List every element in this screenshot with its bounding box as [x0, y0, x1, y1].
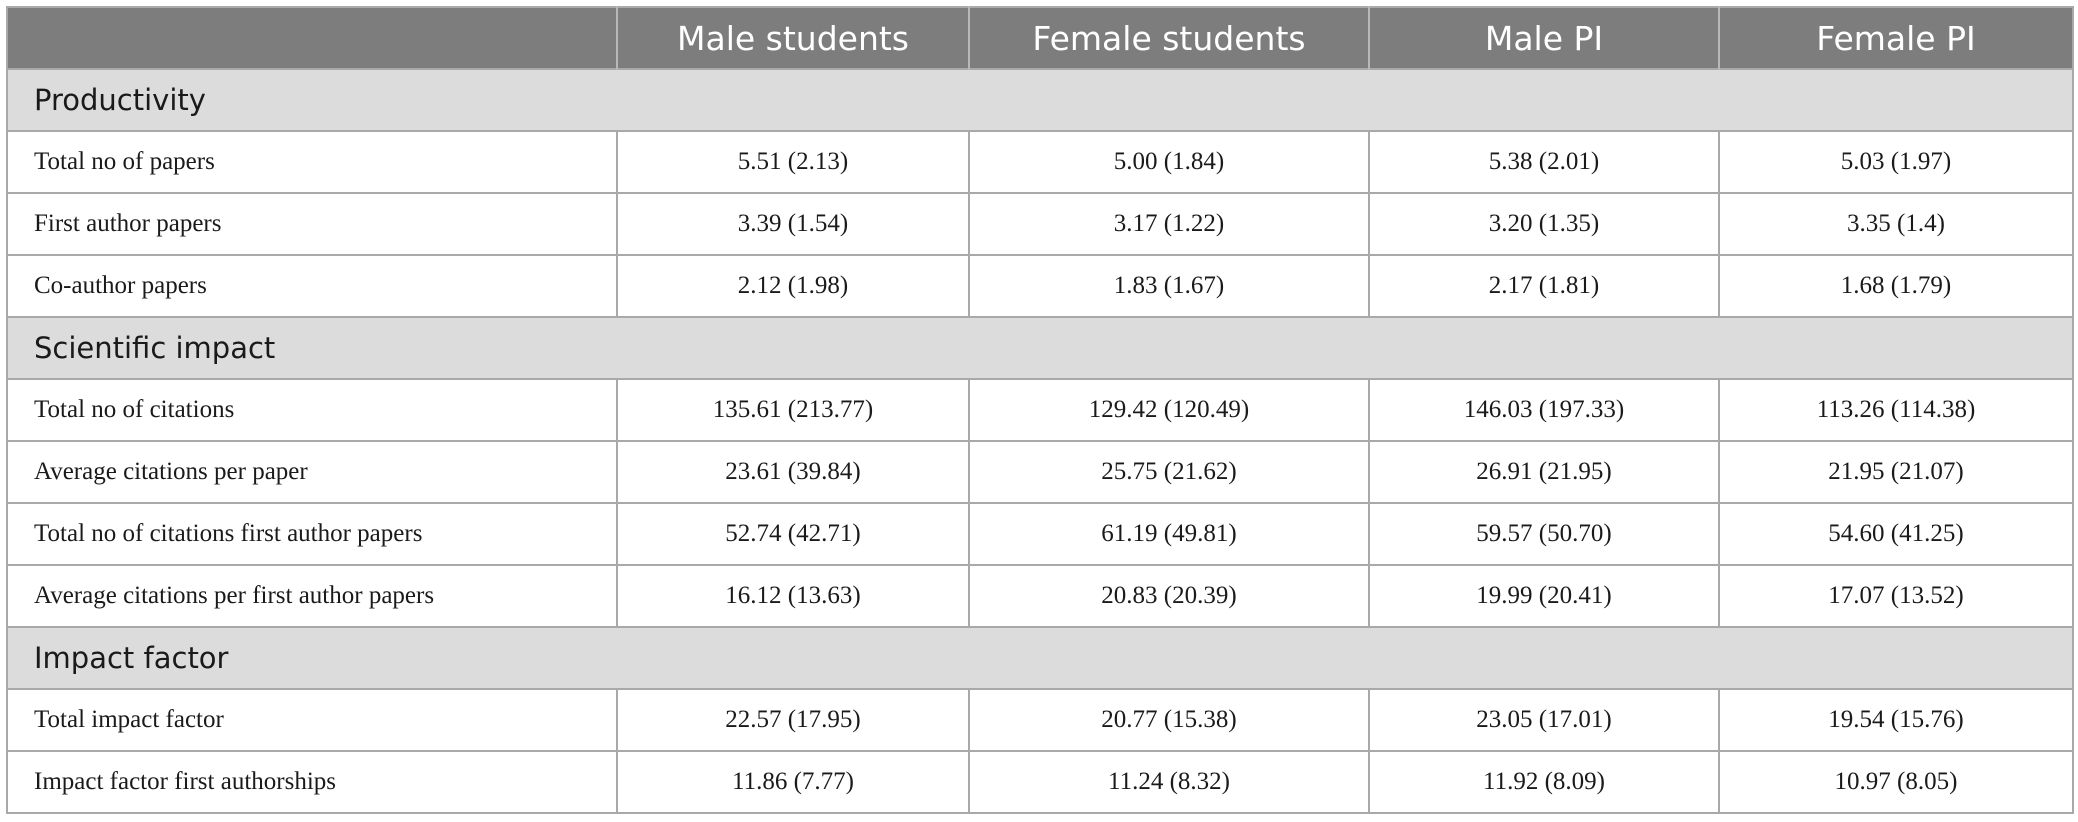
- table-cell: 20.83 (20.39): [968, 564, 1370, 628]
- table-cell: 5.38 (2.01): [1368, 130, 1720, 194]
- table-cell: 11.24 (8.32): [968, 750, 1370, 814]
- row-label: Total no of papers: [6, 130, 618, 194]
- table-cell: 1.83 (1.67): [968, 254, 1370, 318]
- section-row-scientific-impact: Scientific impact: [7, 316, 2073, 380]
- table-cell: 5.51 (2.13): [616, 130, 970, 194]
- section-row-impact-factor: Impact factor: [7, 626, 2073, 690]
- table-cell: 61.19 (49.81): [968, 502, 1370, 566]
- table-cell: 2.12 (1.98): [616, 254, 970, 318]
- header-blank-cell: [7, 7, 618, 69]
- table-cell: 59.57 (50.70): [1368, 502, 1720, 566]
- table-cell: 146.03 (197.33): [1368, 378, 1720, 442]
- header-row: Male students Female students Male PI Fe…: [7, 7, 2073, 69]
- table-cell: 5.00 (1.84): [968, 130, 1370, 194]
- table-cell: 54.60 (41.25): [1718, 502, 2074, 566]
- row-label: Impact factor first authorships: [6, 750, 618, 814]
- table-cell: 20.77 (15.38): [968, 688, 1370, 752]
- row-label: Total no of citations: [6, 378, 618, 442]
- table-cell: 17.07 (13.52): [1718, 564, 2074, 628]
- table-cell: 10.97 (8.05): [1718, 750, 2074, 814]
- table-cell: 3.20 (1.35): [1368, 192, 1720, 256]
- table-body: Productivity Total no of papers 5.51 (2.…: [6, 68, 2074, 814]
- table-cell: 11.86 (7.77): [616, 750, 970, 814]
- table-cell: 25.75 (21.62): [968, 440, 1370, 504]
- table-cell: 23.05 (17.01): [1368, 688, 1720, 752]
- table-row: Average citations per paper 23.61 (39.84…: [6, 440, 2074, 504]
- table-cell: 5.03 (1.97): [1718, 130, 2074, 194]
- table-cell: 19.99 (20.41): [1368, 564, 1720, 628]
- table-cell: 21.95 (21.07): [1718, 440, 2074, 504]
- section-title: Scientific impact: [7, 316, 2073, 380]
- table-cell: 129.42 (120.49): [968, 378, 1370, 442]
- table-header: Male students Female students Male PI Fe…: [7, 7, 2073, 69]
- table-row: Total impact factor 22.57 (17.95) 20.77 …: [6, 688, 2074, 752]
- table-cell: 3.35 (1.4): [1718, 192, 2074, 256]
- section-title: Productivity: [7, 68, 2073, 132]
- table-cell: 22.57 (17.95): [616, 688, 970, 752]
- header-female-pi: Female PI: [1718, 7, 2073, 69]
- row-label: Average citations per first author paper…: [6, 564, 618, 628]
- row-label: First author papers: [6, 192, 618, 256]
- section-title: Impact factor: [7, 626, 2073, 690]
- table-cell: 11.92 (8.09): [1368, 750, 1720, 814]
- table-row: First author papers 3.39 (1.54) 3.17 (1.…: [6, 192, 2074, 256]
- table-row: Total no of citations 135.61 (213.77) 12…: [6, 378, 2074, 442]
- table-cell: 26.91 (21.95): [1368, 440, 1720, 504]
- row-label: Average citations per paper: [6, 440, 618, 504]
- table-cell: 19.54 (15.76): [1718, 688, 2074, 752]
- table-cell: 3.39 (1.54): [616, 192, 970, 256]
- section-row-productivity: Productivity: [7, 68, 2073, 132]
- row-label: Total no of citations first author paper…: [6, 502, 618, 566]
- table-cell: 135.61 (213.77): [616, 378, 970, 442]
- table-cell: 52.74 (42.71): [616, 502, 970, 566]
- row-label: Total impact factor: [6, 688, 618, 752]
- header-male-pi: Male PI: [1368, 7, 1720, 69]
- table-cell: 2.17 (1.81): [1368, 254, 1720, 318]
- table-row: Average citations per first author paper…: [6, 564, 2074, 628]
- table-cell: 23.61 (39.84): [616, 440, 970, 504]
- table-cell: 1.68 (1.79): [1718, 254, 2074, 318]
- table-row: Co-author papers 2.12 (1.98) 1.83 (1.67)…: [6, 254, 2074, 318]
- table-cell: 113.26 (114.38): [1718, 378, 2074, 442]
- header-male-students: Male students: [616, 7, 970, 69]
- table-row: Total no of papers 5.51 (2.13) 5.00 (1.8…: [6, 130, 2074, 194]
- header-female-students: Female students: [968, 7, 1370, 69]
- row-label: Co-author papers: [6, 254, 618, 318]
- table-row: Impact factor first authorships 11.86 (7…: [6, 750, 2074, 814]
- table-cell: 16.12 (13.63): [616, 564, 970, 628]
- data-table: Male students Female students Male PI Fe…: [6, 6, 2074, 814]
- table-row: Total no of citations first author paper…: [6, 502, 2074, 566]
- table-cell: 3.17 (1.22): [968, 192, 1370, 256]
